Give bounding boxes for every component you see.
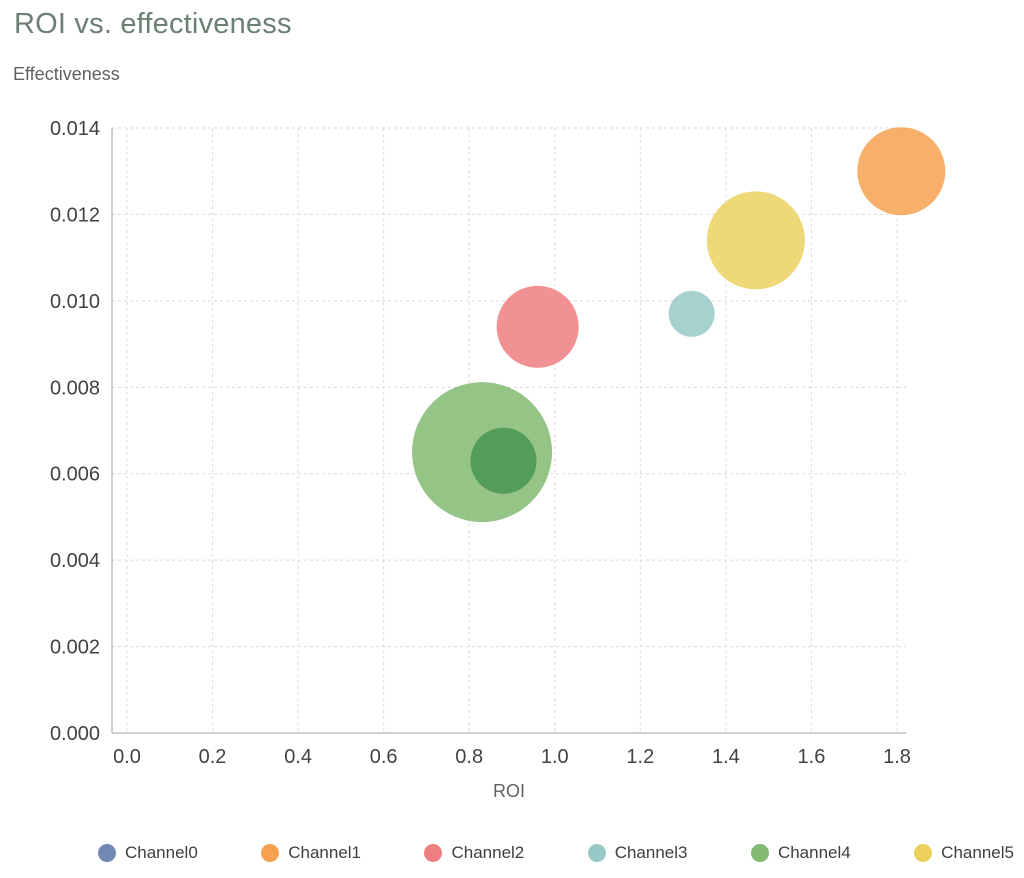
legend-label: Channel3 — [614, 843, 688, 862]
legend-dot-icon — [98, 844, 116, 862]
bubble-Channel2[interactable] — [496, 285, 579, 368]
x-tick-label: 1.4 — [712, 746, 740, 768]
axis-lines — [111, 128, 906, 734]
x-tick-label: 0.6 — [370, 746, 398, 768]
y-tick-label: 0.000 — [50, 723, 100, 745]
x-tick-label: 0.2 — [199, 746, 227, 768]
y-tick-label: 0.014 — [50, 118, 100, 140]
x-tick-label: 0.0 — [113, 746, 141, 768]
y-tick-label: 0.004 — [50, 550, 100, 572]
chart-title: ROI vs. effectiveness — [14, 8, 292, 40]
y-axis-title: Effectiveness — [13, 64, 120, 84]
y-tick-label: 0.002 — [50, 637, 100, 659]
y-tick-label: 0.006 — [50, 464, 100, 486]
bubbles-layer — [412, 127, 946, 523]
legend-item-channel1[interactable]: Channel1 — [261, 843, 361, 863]
gridlines — [112, 127, 906, 733]
x-tick-label: 1.0 — [541, 746, 569, 768]
bubble-Channel5[interactable] — [706, 191, 805, 290]
legend-label: Channel1 — [288, 843, 362, 862]
y-tick-label: 0.010 — [50, 291, 100, 313]
legend-label: Channel2 — [451, 843, 525, 862]
x-tick-label: 0.4 — [284, 746, 312, 768]
legend: Channel0 Channel1 Channel2 Channel3 Channel4… — [98, 843, 1014, 863]
legend-dot-icon — [587, 844, 606, 862]
x-tick-label: 0.8 — [455, 746, 483, 768]
legend-item-channel5[interactable]: Channel5 — [914, 843, 1014, 863]
bubble-Channel3[interactable] — [668, 290, 715, 337]
legend-dot-icon — [914, 844, 933, 862]
y-tick-label: 0.008 — [50, 377, 100, 399]
x-tick-label: 1.6 — [798, 746, 826, 768]
x-tick-label: 1.2 — [626, 746, 654, 768]
legend-item-channel0[interactable]: Channel0 — [98, 843, 198, 863]
legend-dot-icon — [261, 844, 280, 862]
x-tick-label: 1.8 — [883, 746, 911, 768]
y-tick-label: 0.012 — [50, 204, 100, 226]
legend-item-channel2[interactable]: Channel2 — [424, 843, 524, 863]
legend-label: Channel4 — [777, 843, 851, 862]
legend-dot-icon — [750, 844, 769, 862]
x-axis-title: ROI — [493, 781, 525, 801]
bubble-Channel4[interactable] — [470, 427, 537, 494]
legend-label: Channel0 — [125, 843, 198, 862]
tick-labels: 0.000 0.002 0.004 0.006 0.008 0.010 0.012 0.014… — [50, 118, 911, 768]
legend-dot-icon — [424, 844, 443, 862]
legend-label: Channel5 — [941, 843, 1014, 862]
bubble-Channel1[interactable] — [857, 127, 946, 216]
legend-item-channel4[interactable]: Channel4 — [750, 843, 851, 863]
legend-item-channel3[interactable]: Channel3 — [587, 843, 688, 863]
